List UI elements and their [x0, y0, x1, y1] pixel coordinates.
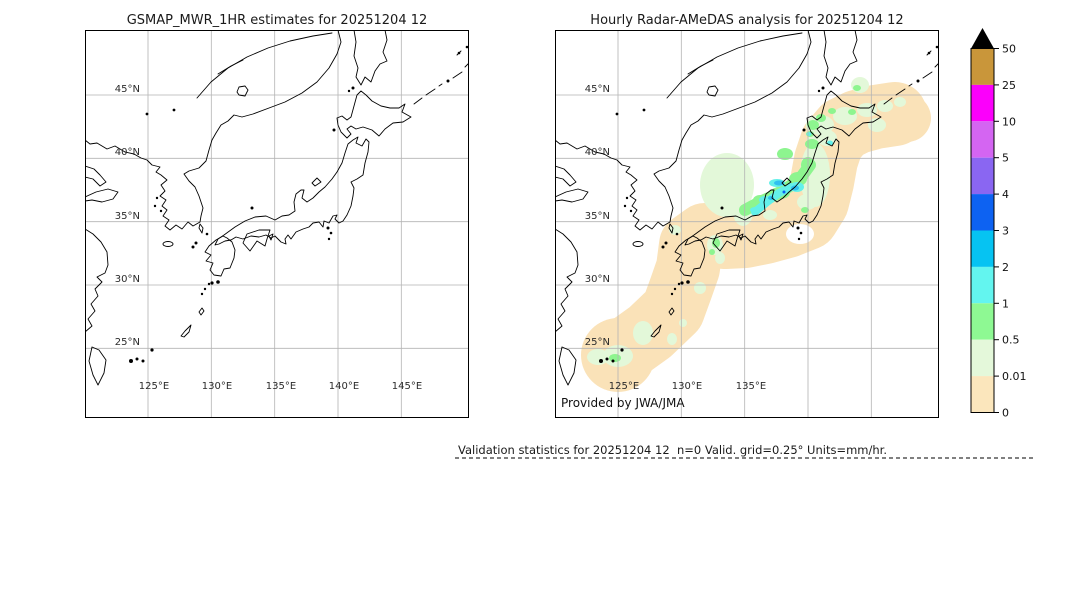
lon-tick-label: 135°E [266, 381, 296, 392]
dashed-rule [455, 457, 1033, 459]
lon-tick-label: 125°E [609, 381, 639, 392]
lat-tick-label: 35°N [115, 211, 140, 222]
right-map-lon-labels: 125°E 130°E 135°E [609, 381, 766, 392]
lon-tick-label: 135°E [736, 381, 766, 392]
colorbar-segment [971, 376, 994, 413]
rain-heavy [750, 132, 833, 216]
colorbar-segment [971, 121, 994, 158]
colorbar-segment [971, 230, 994, 267]
colorbar-tick-label: 4 [1002, 188, 1009, 201]
lat-tick-label: 40°N [115, 147, 140, 158]
lon-tick-label: 130°E [672, 381, 702, 392]
lat-tick-label: 25°N [115, 337, 140, 348]
lat-tick-label: 40°N [585, 147, 610, 158]
credit-label: Provided by JWA/JMA [561, 396, 685, 410]
lat-tick-label: 45°N [115, 84, 140, 95]
colorbar-segment [971, 84, 994, 122]
lon-tick-label: 145°E [392, 381, 422, 392]
lat-tick-label: 25°N [585, 337, 610, 348]
colorbar-tick-label: 0.5 [1002, 334, 1020, 347]
colorbar-tick-label: 2 [1002, 261, 1009, 274]
colorbar-tick-label: 25 [1002, 79, 1016, 92]
left-map-panel: 45°N 40°N 35°N 30°N 25°N 125°E 130°E 135… [85, 30, 469, 418]
left-map-lon-labels: 125°E 130°E 135°E 140°E 145°E [139, 381, 422, 392]
colorbar-segment [971, 157, 994, 195]
colorbar-segment [971, 266, 994, 304]
right-map-title: Hourly Radar-AMeDAS analysis for 2025120… [590, 13, 904, 28]
left-map-border [85, 30, 469, 418]
colorbar-segment [971, 303, 994, 340]
colorbar-tick-label: 50 [1002, 43, 1016, 56]
colorbar-segment [971, 339, 994, 377]
colorbar-tick-marks [994, 48, 999, 413]
colorbar-tick-label: 0.01 [1002, 370, 1027, 383]
colorbar-tick-label: 5 [1002, 152, 1009, 165]
colorbar-over-arrow [971, 28, 994, 49]
lon-tick-label: 140°E [329, 381, 359, 392]
left-map-title: GSMAP_MWR_1HR estimates for 20251204 12 [126, 13, 428, 28]
colorbar-tick-label: 1 [1002, 297, 1009, 310]
colorbar-segments [971, 48, 994, 413]
colorbar-tick-label: 3 [1002, 225, 1009, 238]
lat-tick-label: 35°N [585, 211, 610, 222]
right-map-lat-labels: 45°N 40°N 35°N 30°N 25°N [585, 84, 610, 348]
colorbar: 50 25 10 5 4 3 2 1 0.5 0.01 0 [970, 28, 1027, 420]
lon-tick-label: 125°E [139, 381, 169, 392]
colorbar-tick-label: 10 [1002, 115, 1016, 128]
lat-tick-label: 30°N [115, 274, 140, 285]
right-map-border [555, 30, 939, 418]
precipitation-layer [581, 77, 931, 392]
validation-statistics-text: Validation statistics for 20251204 12 n=… [458, 443, 887, 457]
colorbar-tick-labels: 50 25 10 5 4 3 2 1 0.5 0.01 0 [1002, 43, 1027, 420]
right-map-panel: 45°N 40°N 35°N 30°N 25°N 125°E 130°E 135… [555, 30, 939, 418]
colorbar-segment [971, 48, 994, 85]
colorbar-tick-label: 0 [1002, 407, 1009, 420]
left-map-lat-labels: 45°N 40°N 35°N 30°N 25°N [115, 84, 140, 348]
lat-tick-label: 45°N [585, 84, 610, 95]
colorbar-segment [971, 194, 994, 231]
lon-tick-label: 130°E [202, 381, 232, 392]
lat-tick-label: 30°N [585, 274, 610, 285]
